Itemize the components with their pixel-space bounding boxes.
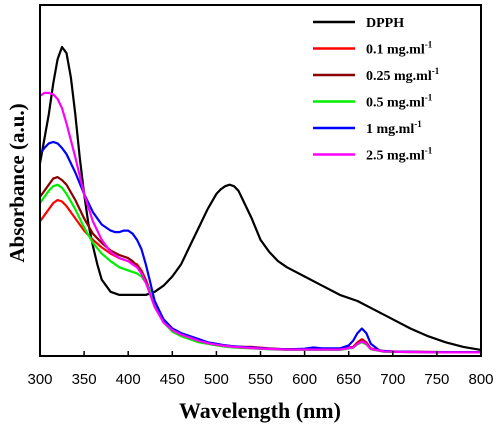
x-tick-label: 500 <box>204 371 229 388</box>
x-tick-label: 550 <box>248 371 273 388</box>
x-tick-label: 650 <box>336 371 361 388</box>
legend-label: 0.25 mg.ml-1 <box>366 66 440 84</box>
x-tick-label: 600 <box>292 371 317 388</box>
legend-label: 2.5 mg.ml-1 <box>366 146 433 164</box>
x-tick-label: 450 <box>160 371 185 388</box>
legend-label: DPPH <box>366 16 404 31</box>
x-tick-label: 750 <box>424 371 449 388</box>
legend-label: 0.1 mg.ml-1 <box>366 40 433 58</box>
x-tick-label: 700 <box>380 371 405 388</box>
x-axis-title: Wavelength (nm) <box>179 398 341 423</box>
series-line-5 <box>39 91 481 354</box>
series-line-2 <box>39 176 481 354</box>
series-line-0 <box>38 45 482 351</box>
plot-lines <box>38 45 482 354</box>
legend-label: 1 mg.ml-1 <box>366 119 422 137</box>
x-tick-label: 350 <box>72 371 97 388</box>
x-tick-label: 400 <box>116 371 141 388</box>
legend-label: 0.5 mg.ml-1 <box>366 93 433 111</box>
series-line-3 <box>39 183 481 354</box>
plot-frame <box>39 4 482 357</box>
y-axis-title: Absorbance (a.u.) <box>5 103 29 262</box>
x-axis-ticks: 300 350 400 450 500 550 600 650 700 750 800 <box>27 351 494 388</box>
x-tick-label: 300 <box>27 371 52 388</box>
legend: DPPH 0.1 mg.ml-1 0.25 mg.ml-1 0.5 mg.ml-1 1 … <box>313 16 440 164</box>
x-tick-label: 800 <box>468 371 493 388</box>
